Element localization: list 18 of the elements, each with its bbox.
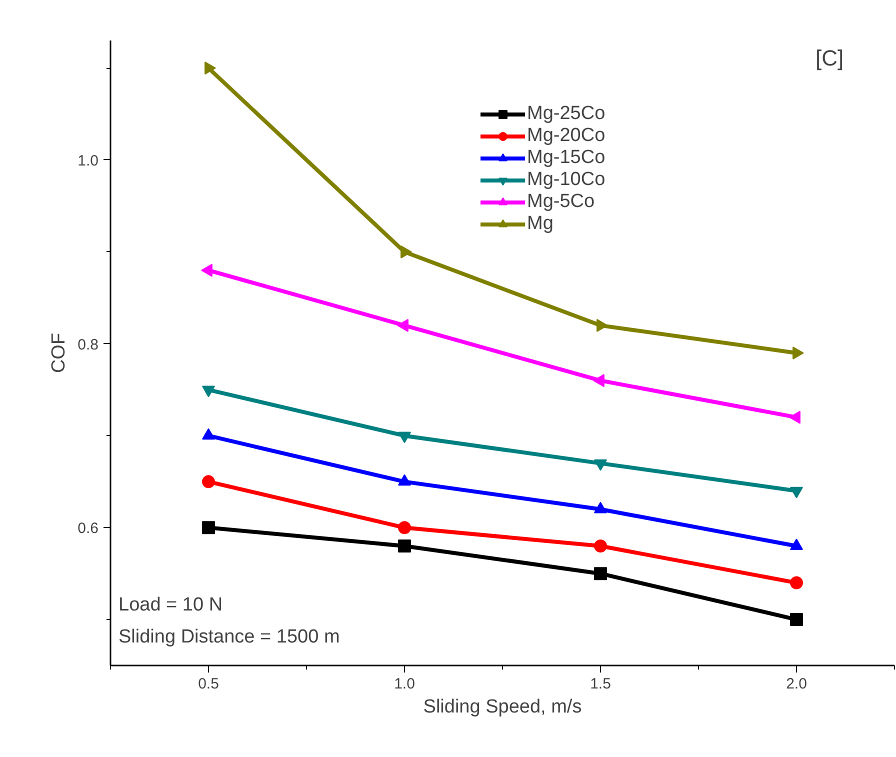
x-axis-title: Sliding Speed, m/s <box>423 696 582 718</box>
legend-label: Mg <box>527 213 554 235</box>
y-axis-title: COF <box>48 332 70 374</box>
legend-label: Mg-5Co <box>527 191 595 213</box>
x-tick-label: 2.0 <box>786 676 807 692</box>
x-tick-label: 1.5 <box>590 676 611 692</box>
x-tick-label: 0.5 <box>198 676 219 692</box>
legend-label: Mg-25Co <box>527 103 606 125</box>
annotation: [C] <box>816 46 844 70</box>
legend-label: Mg-10Co <box>527 169 606 191</box>
y-tick-label: 0.6 <box>78 520 99 538</box>
y-tick-label: 1.0 <box>78 152 99 170</box>
x-tick-label: 1.0 <box>394 676 415 692</box>
annotation: Load = 10 N <box>118 594 223 616</box>
annotation: Sliding Distance = 1500 m <box>118 626 340 648</box>
legend-label: Mg-20Co <box>527 125 606 147</box>
y-tick-label: 0.8 <box>78 336 99 354</box>
legend-label: Mg-15Co <box>527 147 606 169</box>
